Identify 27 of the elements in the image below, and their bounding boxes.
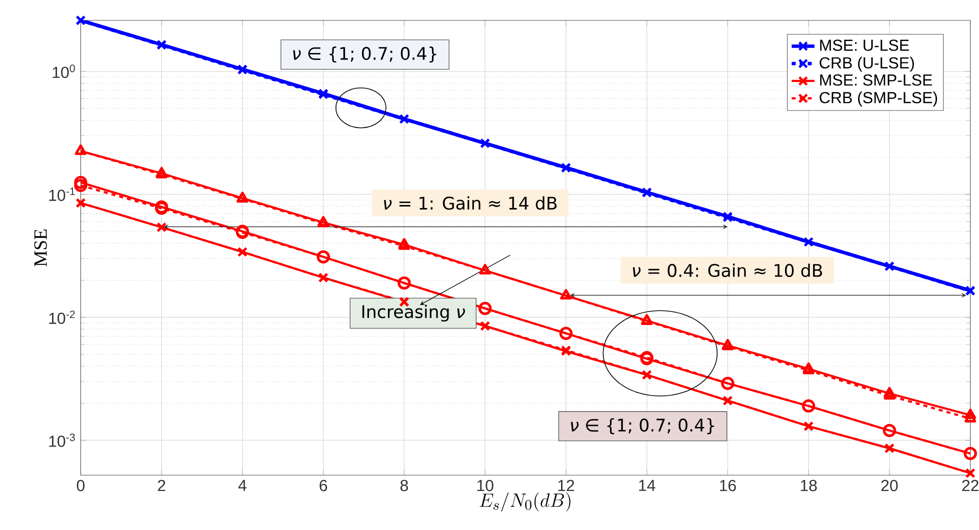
y-tick-label: 10$^{-2}$ — [49, 310, 75, 324]
annotation: ν ∈ {1; 0.7; 0.4} — [293, 46, 436, 62]
x-axis-title: $E_s/N_0(dB)$ — [480, 492, 570, 512]
legend-label: CRB (SMP-LSE) — [820, 91, 938, 106]
y-axis-title: MSE — [34, 229, 47, 266]
x-tick-label: 2 — [158, 480, 166, 491]
x-tick-label: 14 — [639, 480, 656, 491]
x-tick-label: 6 — [320, 480, 328, 492]
x-tick-label: 18 — [800, 480, 817, 492]
y-tick-label: 10$^{0}$ — [52, 64, 75, 78]
x-tick-label: 20 — [881, 480, 898, 492]
x-tick-label: 8 — [400, 480, 408, 492]
x-tick-label: 22 — [962, 480, 978, 491]
annotation: ν ∈ {1; 0.7; 0.4} — [570, 418, 714, 434]
annotation: ν = 1: Gain ≈ 14 dB — [384, 196, 557, 210]
y-tick-label: 10$^{-1}$ — [49, 188, 75, 201]
annotation: ν = 0.4: Gain ≈ 10 dB — [632, 264, 822, 277]
legend-label: MSE: SMP-LSE — [820, 74, 932, 86]
x-tick-label: 12 — [558, 480, 574, 491]
x-tick-label: 0 — [76, 480, 85, 492]
y-tick-label: 10$^{-3}$ — [49, 433, 75, 447]
legend-label: MSE: U-LSE — [820, 40, 909, 51]
x-tick-label: 16 — [720, 480, 736, 492]
annotation: Increasing ν — [362, 304, 465, 322]
x-tick-label: 10 — [477, 480, 494, 492]
x-tick-label: 4 — [238, 480, 246, 491]
legend-label: CRB (U-LSE) — [820, 56, 914, 72]
